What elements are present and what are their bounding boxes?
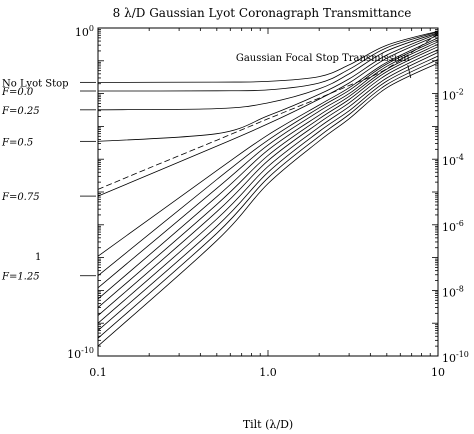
series-line bbox=[97, 46, 439, 308]
annotation: Gaussian Focal Stop Transmission bbox=[236, 53, 412, 79]
curve-label: F=0.25 bbox=[1, 106, 40, 117]
series-line bbox=[97, 49, 439, 316]
series-line bbox=[97, 52, 439, 324]
y-left-tick-label: 100 bbox=[75, 24, 94, 39]
series-line bbox=[97, 33, 439, 190]
y-right-tick-label: 10-8 bbox=[442, 284, 464, 299]
x-tick-label: 0.1 bbox=[89, 366, 107, 379]
y-right-tick-label: 10-2 bbox=[442, 88, 464, 103]
y-left-tick-label: 10-10 bbox=[67, 346, 94, 361]
curve-label: F=0.0 bbox=[1, 87, 34, 98]
y-right-tick-label: 10-4 bbox=[442, 153, 464, 168]
series-line bbox=[97, 32, 439, 111]
series-line bbox=[97, 39, 439, 277]
series-line bbox=[97, 55, 439, 331]
x-tick-label: 1.0 bbox=[259, 366, 277, 379]
y-right-tick-label: 10-10 bbox=[442, 350, 469, 365]
transmittance-curves bbox=[97, 30, 439, 347]
curve-label: 1 bbox=[35, 252, 41, 263]
y-right-tick-label: 10-6 bbox=[442, 219, 464, 234]
curve-label: F=1.25 bbox=[1, 272, 40, 283]
series-line bbox=[97, 43, 439, 300]
annotation-text: Gaussian Focal Stop Transmission bbox=[236, 53, 410, 64]
x-tick-label: 10 bbox=[431, 366, 445, 379]
series-line bbox=[97, 33, 439, 142]
chart-title: 8 λ/D Gaussian Lyot Coronagraph Transmit… bbox=[113, 6, 412, 20]
x-axis-label: Tilt (λ/D) bbox=[243, 418, 293, 431]
curve-label: F=0.5 bbox=[1, 137, 33, 148]
series-line bbox=[97, 30, 439, 83]
series-line bbox=[97, 34, 439, 197]
curve-label: No Lyot Stop bbox=[2, 78, 69, 89]
series-line bbox=[97, 37, 439, 257]
series-line bbox=[97, 62, 439, 347]
axis-ticks: 0.1 1.0 10 100 10-10 10-2 10-4 10-6 10-8 10-10 bbox=[67, 24, 469, 379]
series-line bbox=[97, 59, 439, 339]
annotation-leader bbox=[407, 64, 412, 79]
series-line bbox=[97, 31, 439, 92]
series-line bbox=[97, 41, 439, 289]
curve-label: F=0.75 bbox=[1, 192, 40, 203]
plot-frame bbox=[97, 27, 439, 357]
